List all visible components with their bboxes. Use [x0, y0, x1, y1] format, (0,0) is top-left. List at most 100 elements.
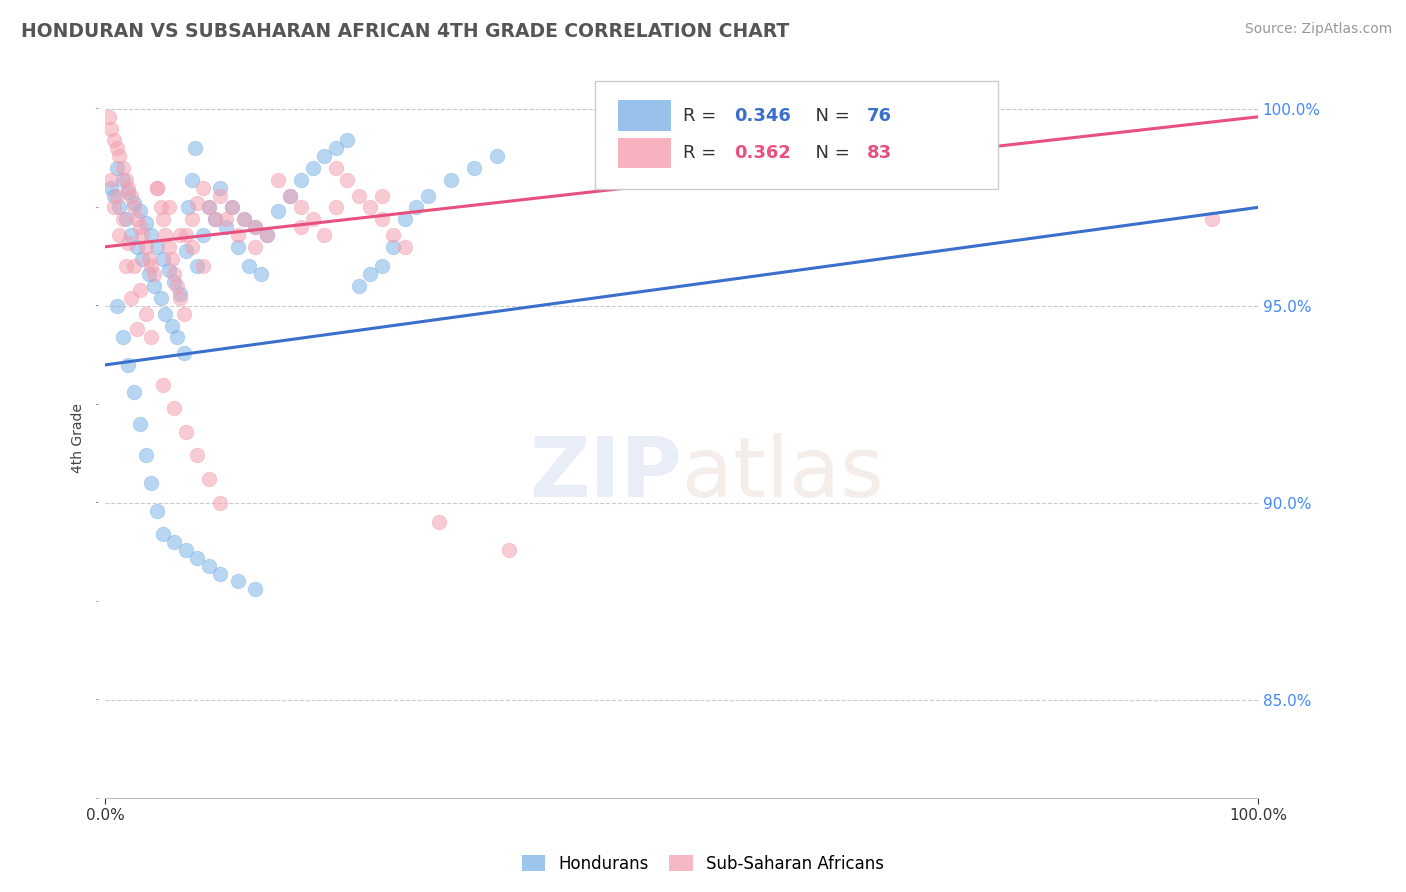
FancyBboxPatch shape — [619, 138, 671, 169]
Point — [157, 240, 180, 254]
Point — [157, 200, 180, 214]
Point — [100, 173, 122, 187]
Point — [111, 173, 134, 187]
FancyBboxPatch shape — [595, 81, 998, 189]
Point — [169, 287, 191, 301]
Point — [336, 173, 359, 187]
Point — [128, 204, 150, 219]
Point — [314, 227, 336, 242]
Point — [359, 200, 381, 214]
Point — [127, 240, 149, 254]
Point — [169, 291, 191, 305]
Text: 0.362: 0.362 — [734, 145, 792, 162]
Point — [141, 476, 163, 491]
Point — [105, 188, 128, 202]
Point — [163, 275, 186, 289]
Point — [193, 227, 215, 242]
Point — [117, 180, 139, 194]
Point — [153, 307, 176, 321]
Text: 76: 76 — [868, 107, 891, 125]
Point — [117, 358, 139, 372]
Point — [146, 240, 169, 254]
Point — [142, 268, 165, 282]
Point — [371, 260, 394, 274]
Point — [108, 200, 131, 214]
Point — [146, 180, 169, 194]
Point — [138, 252, 160, 266]
Point — [105, 299, 128, 313]
Point — [1201, 212, 1223, 227]
Point — [186, 260, 208, 274]
Point — [209, 566, 232, 581]
Point — [103, 188, 125, 202]
Point — [347, 188, 370, 202]
Point — [135, 449, 157, 463]
Point — [128, 283, 150, 297]
Point — [232, 212, 254, 227]
Point — [382, 227, 405, 242]
Point — [325, 141, 347, 155]
Point — [100, 121, 122, 136]
Point — [394, 212, 416, 227]
Point — [117, 185, 139, 199]
Point — [117, 235, 139, 250]
Point — [243, 240, 266, 254]
Point — [243, 220, 266, 235]
Point — [440, 173, 463, 187]
Point — [157, 263, 180, 277]
Point — [301, 161, 323, 175]
Point — [122, 196, 145, 211]
Point — [215, 220, 238, 235]
Point — [250, 268, 273, 282]
Point — [336, 133, 359, 147]
Point — [173, 346, 195, 360]
Point — [108, 227, 131, 242]
Point — [174, 425, 197, 439]
Point — [141, 260, 163, 274]
Point — [209, 180, 232, 194]
Point — [238, 260, 260, 274]
Point — [193, 260, 215, 274]
Point — [256, 227, 278, 242]
Text: R =: R = — [683, 107, 721, 125]
Point — [204, 212, 226, 227]
Point — [120, 227, 142, 242]
Point — [135, 240, 157, 254]
Point — [278, 188, 301, 202]
Point — [177, 200, 200, 214]
Point — [163, 401, 186, 416]
Point — [180, 240, 202, 254]
Point — [267, 204, 290, 219]
Point — [394, 240, 416, 254]
Point — [186, 196, 208, 211]
Point — [267, 173, 290, 187]
Point — [146, 503, 169, 517]
Point — [243, 220, 266, 235]
Point — [278, 188, 301, 202]
Point — [105, 141, 128, 155]
Point — [163, 268, 186, 282]
Point — [371, 212, 394, 227]
Point — [128, 417, 150, 431]
Text: N =: N = — [804, 107, 855, 125]
Point — [290, 173, 312, 187]
Text: R =: R = — [683, 145, 721, 162]
Point — [193, 180, 215, 194]
Point — [131, 252, 153, 266]
Point — [105, 161, 128, 175]
Point — [108, 149, 131, 163]
Text: ZIP: ZIP — [529, 434, 682, 515]
Point — [180, 212, 202, 227]
Point — [152, 252, 174, 266]
Point — [152, 527, 174, 541]
Point — [498, 543, 520, 558]
Point — [169, 227, 191, 242]
Point — [186, 449, 208, 463]
Legend: Hondurans, Sub-Saharan Africans: Hondurans, Sub-Saharan Africans — [516, 848, 890, 880]
Point — [122, 260, 145, 274]
Point — [103, 200, 125, 214]
Point — [371, 188, 394, 202]
Point — [120, 188, 142, 202]
Point — [149, 291, 172, 305]
Point — [325, 200, 347, 214]
